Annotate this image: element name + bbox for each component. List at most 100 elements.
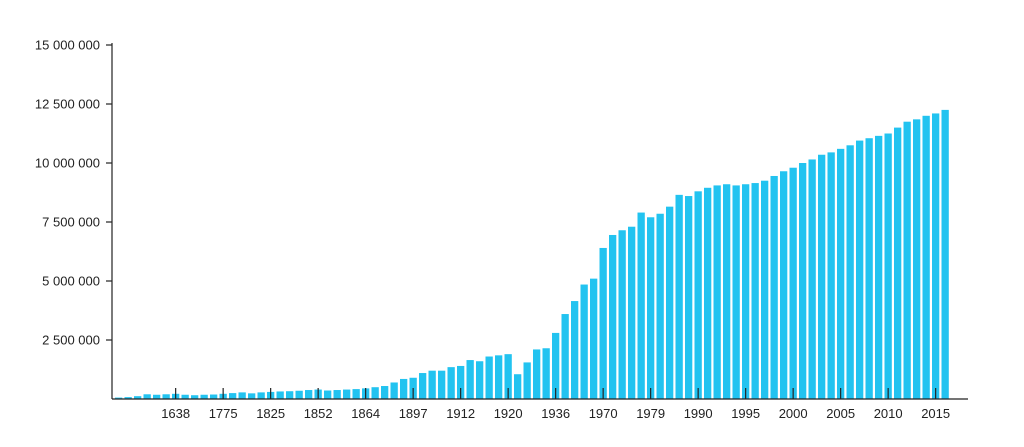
bar-35 xyxy=(447,367,455,399)
x-tick-label-16: 2015 xyxy=(921,406,950,421)
bar-23 xyxy=(333,390,341,399)
bar-79 xyxy=(865,138,873,399)
bar-13 xyxy=(238,392,246,399)
bar-45 xyxy=(542,348,550,399)
bar-59 xyxy=(675,194,683,399)
bar-42 xyxy=(514,374,522,399)
x-tick-label-2: 1825 xyxy=(256,406,285,421)
bar-62 xyxy=(704,187,712,399)
x-tick-label-11: 1990 xyxy=(684,406,713,421)
bar-41 xyxy=(504,354,512,399)
x-tick-label-6: 1912 xyxy=(446,406,475,421)
bar-2 xyxy=(134,396,142,399)
x-tick-label-15: 2010 xyxy=(874,406,903,421)
bar-85 xyxy=(922,115,930,400)
bar-33 xyxy=(428,370,436,399)
bar-43 xyxy=(523,362,531,399)
bar-5 xyxy=(162,394,170,399)
bar-49 xyxy=(580,284,588,399)
bars-layer xyxy=(115,109,949,400)
y-tick-label-0: 2 500 000 xyxy=(42,333,100,348)
bar-25 xyxy=(352,389,360,399)
bar-19 xyxy=(295,390,303,399)
bar-28 xyxy=(381,386,389,399)
x-tick-label-0: 1638 xyxy=(161,406,190,421)
bar-58 xyxy=(666,206,674,399)
bar-61 xyxy=(694,191,702,399)
bar-73 xyxy=(808,159,816,399)
bar-82 xyxy=(894,127,902,399)
bar-69 xyxy=(770,175,778,399)
labels-layer: 2 500 000 5 000 000 7 500 000 10 000 000 12 … xyxy=(35,38,950,422)
x-tick-label-13: 2000 xyxy=(779,406,808,421)
x-tick-label-8: 1936 xyxy=(541,406,570,421)
bar-9 xyxy=(200,394,208,399)
x-tick-label-3: 1852 xyxy=(304,406,333,421)
bar-34 xyxy=(438,370,446,399)
bar-32 xyxy=(419,373,427,399)
x-tick-label-12: 1995 xyxy=(731,406,760,421)
bar-8 xyxy=(191,395,199,399)
x-tick-label-14: 2005 xyxy=(826,406,855,421)
bar-7 xyxy=(181,394,189,399)
bar-10 xyxy=(210,394,218,399)
x-tick-label-10: 1979 xyxy=(636,406,665,421)
bar-56 xyxy=(647,217,655,399)
bar-12 xyxy=(229,393,237,399)
y-tick-label-1: 5 000 000 xyxy=(42,274,100,289)
y-tick-label-3: 10 000 000 xyxy=(35,156,100,171)
bar-46 xyxy=(552,332,560,399)
bar-55 xyxy=(637,212,645,399)
bar-57 xyxy=(656,213,664,399)
bar-75 xyxy=(827,152,835,399)
bar-63 xyxy=(713,185,721,399)
axes-layer xyxy=(106,43,968,400)
bar-38 xyxy=(476,361,484,399)
bar-24 xyxy=(343,389,351,399)
bar-51 xyxy=(599,247,607,399)
bar-1 xyxy=(124,397,132,399)
bar-60 xyxy=(685,196,693,399)
bar-39 xyxy=(485,356,493,399)
bar-48 xyxy=(571,301,579,399)
bar-50 xyxy=(590,278,598,399)
bar-3 xyxy=(143,394,151,399)
y-tick-label-2: 7 500 000 xyxy=(42,215,100,230)
x-tick-label-1: 1775 xyxy=(209,406,238,421)
bar-37 xyxy=(466,360,474,399)
bar-68 xyxy=(761,180,769,399)
bar-4 xyxy=(153,394,161,399)
bar-66 xyxy=(742,184,750,399)
bar-74 xyxy=(818,154,826,399)
bar-15 xyxy=(257,392,265,399)
bar-83 xyxy=(903,121,911,399)
bar-30 xyxy=(400,378,408,399)
x-tick-label-7: 1920 xyxy=(494,406,523,421)
bar-71 xyxy=(789,167,797,399)
y-tick-label-5: 15 000 000 xyxy=(35,38,100,53)
bar-36 xyxy=(457,365,465,399)
x-tick-label-4: 1864 xyxy=(351,406,380,421)
x-tick-label-5: 1897 xyxy=(399,406,428,421)
bar-29 xyxy=(390,382,398,399)
bar-0 xyxy=(115,397,123,399)
bar-27 xyxy=(371,387,379,399)
bar-64 xyxy=(723,184,731,399)
bar-22 xyxy=(324,390,332,399)
bar-40 xyxy=(495,355,503,399)
bar-14 xyxy=(248,393,256,399)
bar-78 xyxy=(856,140,864,399)
bar-80 xyxy=(875,135,883,400)
bar-65 xyxy=(732,185,740,399)
bar-20 xyxy=(305,390,313,399)
bar-53 xyxy=(618,230,626,399)
bar-47 xyxy=(561,314,569,399)
bar-77 xyxy=(846,145,854,399)
bar-72 xyxy=(799,163,807,399)
bar-44 xyxy=(533,349,541,399)
bar-17 xyxy=(276,391,284,399)
bar-87 xyxy=(941,109,949,400)
bar-18 xyxy=(286,391,294,399)
y-tick-label-4: 12 500 000 xyxy=(35,97,100,112)
